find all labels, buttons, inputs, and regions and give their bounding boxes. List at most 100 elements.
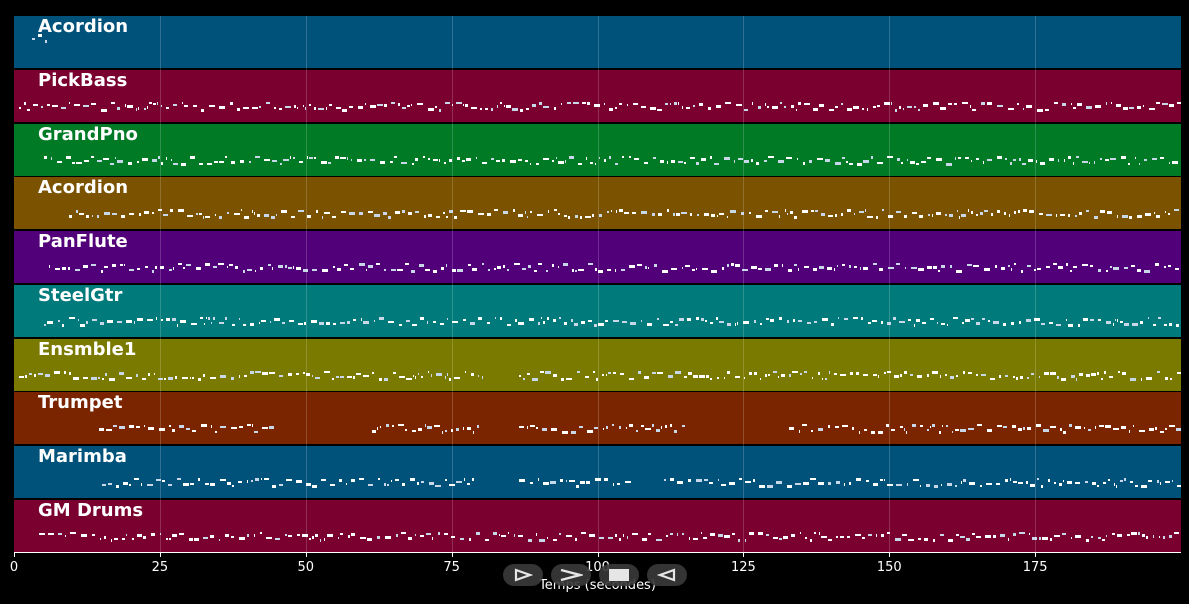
note-mark <box>903 107 904 110</box>
note-mark <box>905 267 906 269</box>
note-mark <box>1097 371 1099 375</box>
tick-label: 0 <box>9 560 19 575</box>
note-mark <box>849 265 851 268</box>
note-mark <box>64 370 66 374</box>
note-mark <box>852 427 854 431</box>
note-mark <box>1071 536 1072 539</box>
note-marks <box>39 531 1179 542</box>
note-mark <box>758 531 763 535</box>
note-mark <box>868 533 872 536</box>
note-mark <box>934 485 938 488</box>
note-mark <box>391 101 395 104</box>
note-mark <box>798 101 801 105</box>
note-mark <box>687 317 691 321</box>
note-mark <box>119 371 124 375</box>
note-mark <box>1106 101 1107 105</box>
note-mark <box>219 216 222 220</box>
note-mark <box>724 534 730 538</box>
note-mark <box>615 162 618 165</box>
fast-forward-button[interactable] <box>551 564 591 586</box>
note-mark <box>654 264 657 267</box>
note-mark <box>296 372 299 375</box>
note-mark <box>199 162 203 165</box>
note-mark <box>1133 425 1134 428</box>
note-mark <box>901 161 903 164</box>
note-mark <box>487 321 490 324</box>
note-mark <box>920 425 923 428</box>
note-mark <box>81 533 87 537</box>
note-mark <box>670 424 672 428</box>
note-mark <box>825 377 827 380</box>
note-mark <box>882 209 884 212</box>
note-marks <box>44 155 1178 166</box>
note-mark <box>884 371 886 374</box>
note-mark <box>439 108 441 112</box>
note-mark <box>985 534 991 538</box>
note-mark <box>580 216 582 220</box>
note-mark <box>940 106 946 110</box>
note-mark <box>315 376 320 379</box>
note-mark <box>184 104 188 107</box>
note-mark <box>1130 481 1133 483</box>
note-mark <box>1039 213 1043 216</box>
note-mark <box>1086 373 1090 377</box>
track-lane: Ensmble1 <box>14 338 1181 391</box>
note-mark <box>527 426 528 430</box>
note-mark <box>968 428 974 431</box>
note-mark <box>190 483 194 485</box>
note-mark <box>440 322 444 325</box>
note-mark <box>644 375 649 379</box>
note-mark <box>261 478 262 480</box>
note-mark <box>727 264 729 267</box>
note-mark <box>973 265 979 267</box>
stop-button[interactable] <box>599 564 639 586</box>
note-mark <box>254 431 258 434</box>
note-mark <box>647 322 652 326</box>
fast-forward-icon <box>560 568 583 582</box>
note-mark <box>866 480 869 482</box>
note-mark <box>1129 216 1132 220</box>
note-mark <box>76 161 82 164</box>
note-mark <box>952 431 953 434</box>
note-mark <box>327 533 333 537</box>
track-lane: Marimba <box>14 446 1181 498</box>
note-mark <box>787 485 792 488</box>
note-mark <box>125 103 126 107</box>
note-mark <box>92 533 95 536</box>
note-mark <box>966 537 970 541</box>
note-mark <box>427 320 428 324</box>
note-mark <box>482 161 487 164</box>
note-mark <box>1113 322 1114 326</box>
note-mark <box>791 104 794 108</box>
play-button[interactable] <box>503 564 543 586</box>
note-mark <box>945 373 947 376</box>
axis-tick <box>743 552 745 557</box>
note-mark <box>793 318 795 322</box>
note-mark <box>803 482 809 485</box>
note-mark <box>303 104 304 107</box>
note-mark <box>157 101 158 105</box>
note-mark <box>1039 536 1041 540</box>
note-mark <box>460 210 466 213</box>
note-mark <box>841 102 843 105</box>
note-mark <box>670 532 673 535</box>
note-mark <box>980 212 983 216</box>
note-mark <box>164 377 166 380</box>
note-mark <box>810 478 816 480</box>
note-mark <box>463 103 464 106</box>
note-mark <box>786 156 792 159</box>
note-mark <box>425 269 430 271</box>
note-mark <box>946 425 948 428</box>
note-mark <box>456 101 462 104</box>
note-mark <box>838 316 839 319</box>
note-mark <box>933 101 939 105</box>
note-mark <box>689 536 690 540</box>
note-mark <box>201 424 207 428</box>
note-mark <box>850 371 853 375</box>
note-mark <box>554 106 556 110</box>
note-mark <box>351 532 355 536</box>
rewind-button[interactable] <box>647 564 687 586</box>
note-mark <box>1091 372 1096 376</box>
note-mark <box>1011 268 1012 271</box>
note-mark <box>831 322 834 326</box>
